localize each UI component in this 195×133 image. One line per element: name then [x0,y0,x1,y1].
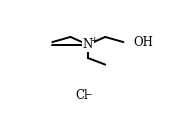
Text: −: − [84,89,92,98]
Text: Cl: Cl [75,89,88,102]
Text: N: N [83,38,93,51]
Text: +: + [90,36,97,45]
Text: OH: OH [133,36,153,49]
